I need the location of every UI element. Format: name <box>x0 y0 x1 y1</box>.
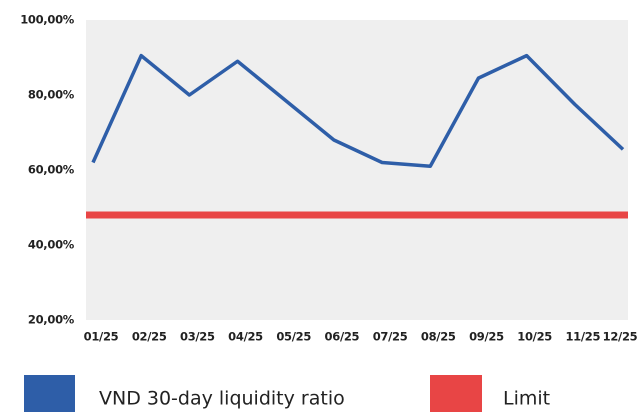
x-tick-label: 06/25 <box>325 330 360 344</box>
y-tick-label: 40,00% <box>28 238 75 252</box>
x-tick-label: 11/25 <box>565 330 600 344</box>
legend-label: VND 30-day liquidity ratio <box>99 388 345 410</box>
legend-swatch <box>24 375 75 412</box>
x-tick-label: 03/25 <box>180 330 215 344</box>
x-tick-label: 05/25 <box>276 330 311 344</box>
x-tick-label: 07/25 <box>373 330 408 344</box>
y-tick-label: 20,00% <box>28 313 75 327</box>
x-tick-label: 02/25 <box>132 330 167 344</box>
x-tick-label: 10/25 <box>517 330 552 344</box>
y-tick-label: 80,00% <box>28 88 75 102</box>
y-tick-label: 100,00% <box>20 13 75 27</box>
y-tick-label: 60,00% <box>28 163 75 177</box>
series-line <box>91 53 625 168</box>
x-tick-label: 12/25 <box>603 330 638 344</box>
x-tick-label: 08/25 <box>421 330 456 344</box>
x-tick-label: 01/25 <box>84 330 119 344</box>
legend-label: Limit <box>503 388 550 410</box>
legend-swatch <box>430 375 482 412</box>
x-tick-label: 09/25 <box>469 330 504 344</box>
x-tick-label: 04/25 <box>228 330 263 344</box>
plot-area <box>86 20 628 320</box>
